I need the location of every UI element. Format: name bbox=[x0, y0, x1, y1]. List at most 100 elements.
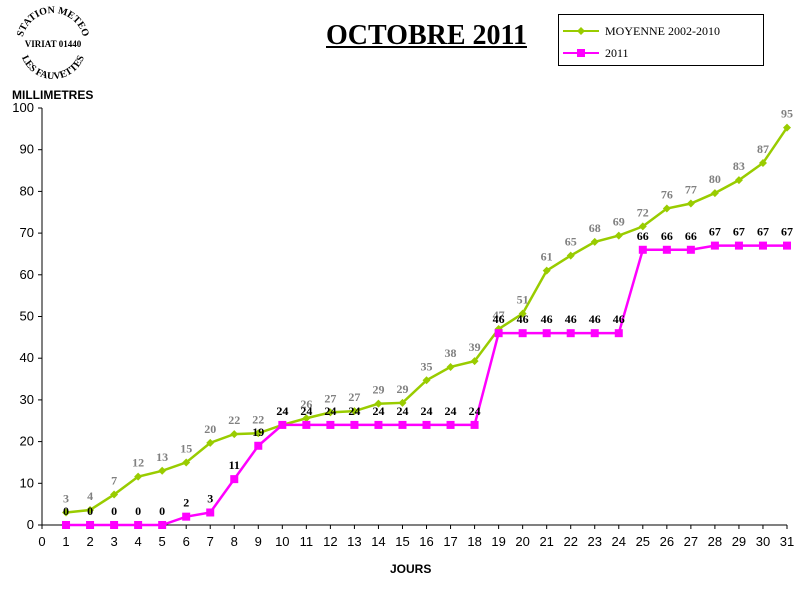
x-tick-label: 23 bbox=[588, 534, 602, 549]
data-point-average bbox=[302, 414, 311, 423]
y-tick-label: 70 bbox=[20, 225, 34, 240]
station-stamp-logo: STATION METEO VIRIAT 01440 LES FAUVETTES bbox=[15, 5, 91, 82]
data-point-average bbox=[566, 251, 575, 260]
data-point-average bbox=[350, 407, 359, 416]
x-tick-label: 9 bbox=[255, 534, 262, 549]
data-point-2011 bbox=[734, 241, 743, 250]
data-point-2011 bbox=[566, 329, 575, 338]
data-point-average bbox=[206, 438, 215, 447]
data-point-average bbox=[374, 399, 383, 408]
x-tick-label: 1 bbox=[62, 534, 69, 549]
data-point-2011 bbox=[254, 441, 263, 450]
data-label-2011: 24 bbox=[396, 404, 408, 418]
x-tick-label: 14 bbox=[371, 534, 385, 549]
data-point-average bbox=[758, 159, 767, 168]
data-point-average bbox=[542, 266, 551, 275]
data-label-2011: 0 bbox=[63, 504, 69, 518]
data-point-average bbox=[783, 123, 791, 132]
x-tick-label: 30 bbox=[756, 534, 770, 549]
x-tick-label: 25 bbox=[636, 534, 650, 549]
data-point-average bbox=[254, 429, 263, 438]
x-tick-label: 13 bbox=[347, 534, 361, 549]
data-label-2011: 19 bbox=[252, 425, 264, 439]
data-point-average bbox=[662, 204, 671, 213]
data-label-average: 22 bbox=[252, 412, 264, 426]
data-label-average: 7 bbox=[111, 474, 117, 488]
x-tick-label: 18 bbox=[467, 534, 481, 549]
data-label-2011: 66 bbox=[637, 229, 649, 243]
chart-title: OCTOBRE 2011 bbox=[326, 20, 527, 51]
y-tick-label: 40 bbox=[20, 350, 34, 365]
data-point-2011 bbox=[783, 241, 791, 250]
data-label-2011: 24 bbox=[324, 404, 336, 418]
data-point-2011 bbox=[638, 245, 647, 254]
data-point-2011 bbox=[518, 329, 527, 338]
data-point-average bbox=[398, 398, 407, 407]
data-point-average bbox=[422, 376, 431, 385]
data-label-2011: 46 bbox=[565, 312, 577, 326]
legend-marker-diamond-icon bbox=[563, 27, 599, 35]
data-label-average: 27 bbox=[348, 390, 360, 404]
data-label-2011: 67 bbox=[733, 225, 745, 239]
data-point-2011 bbox=[758, 241, 767, 250]
data-label-average: 77 bbox=[685, 182, 697, 196]
legend-item-2011: 2011 bbox=[563, 45, 629, 61]
x-tick-label: 26 bbox=[660, 534, 674, 549]
data-point-2011 bbox=[542, 329, 551, 338]
x-tick-label: 17 bbox=[443, 534, 457, 549]
data-label-2011: 66 bbox=[661, 229, 673, 243]
data-point-average bbox=[86, 505, 95, 514]
data-point-average bbox=[230, 430, 239, 439]
data-point-2011 bbox=[110, 521, 119, 529]
y-tick-label: 20 bbox=[20, 434, 34, 449]
data-point-2011 bbox=[446, 420, 455, 429]
y-tick-label: 60 bbox=[20, 267, 34, 282]
data-label-average: 47 bbox=[493, 308, 505, 322]
data-point-average bbox=[470, 357, 479, 366]
data-label-average: 76 bbox=[661, 187, 673, 201]
data-point-2011 bbox=[710, 241, 719, 250]
data-point-average bbox=[710, 189, 719, 198]
y-axis-title: MILLIMETRES bbox=[12, 88, 94, 102]
data-label-2011: 67 bbox=[781, 225, 793, 239]
data-label-average: 83 bbox=[733, 159, 745, 173]
data-label-average: 24 bbox=[276, 404, 288, 418]
data-label-2011: 24 bbox=[372, 404, 384, 418]
y-tick-label: 30 bbox=[20, 392, 34, 407]
data-point-average bbox=[638, 222, 647, 231]
data-point-2011 bbox=[398, 420, 407, 429]
data-point-average bbox=[182, 458, 191, 467]
data-point-2011 bbox=[470, 420, 479, 429]
y-tick-label: 80 bbox=[20, 183, 34, 198]
data-label-average: 3 bbox=[63, 491, 69, 505]
x-tick-label: 28 bbox=[708, 534, 722, 549]
data-label-average: 65 bbox=[565, 235, 577, 249]
legend-label-2011: 2011 bbox=[605, 45, 629, 60]
data-point-2011 bbox=[590, 329, 599, 338]
x-tick-label: 22 bbox=[563, 534, 577, 549]
data-point-2011 bbox=[206, 508, 215, 517]
data-label-2011: 46 bbox=[493, 312, 505, 326]
x-tick-label: 24 bbox=[612, 534, 626, 549]
legend-label-average: MOYENNE 2002-2010 bbox=[605, 23, 720, 38]
data-point-average bbox=[62, 508, 71, 517]
x-tick-label: 19 bbox=[491, 534, 505, 549]
x-axis-title: JOURS bbox=[390, 562, 432, 576]
data-point-average bbox=[686, 199, 695, 208]
data-label-average: 69 bbox=[613, 215, 625, 229]
series-line-2011 bbox=[66, 244, 787, 527]
legend-marker-square-icon bbox=[563, 49, 599, 57]
data-point-2011 bbox=[686, 245, 695, 254]
x-tick-label: 5 bbox=[159, 534, 166, 549]
data-label-2011: 24 bbox=[445, 404, 457, 418]
data-point-2011 bbox=[422, 420, 431, 429]
data-point-average bbox=[326, 408, 335, 417]
data-label-2011: 24 bbox=[300, 404, 312, 418]
data-label-2011: 0 bbox=[111, 504, 117, 518]
data-point-2011 bbox=[62, 521, 71, 529]
data-point-average bbox=[158, 466, 167, 475]
svg-text:VIRIAT 01440: VIRIAT 01440 bbox=[25, 39, 82, 49]
x-tick-label: 16 bbox=[419, 534, 433, 549]
data-label-2011: 67 bbox=[709, 225, 721, 239]
x-tick-label: 2 bbox=[86, 534, 93, 549]
